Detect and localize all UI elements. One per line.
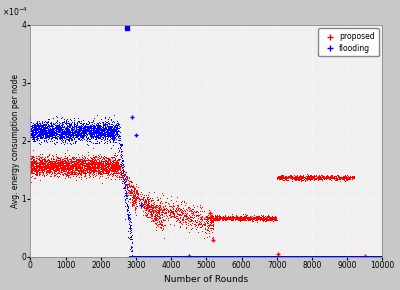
Y-axis label: Avg. energy consumption per node: Avg. energy consumption per node: [11, 74, 20, 208]
X-axis label: Number of Rounds: Number of Rounds: [164, 276, 248, 284]
Text: $\times10^{-4}$: $\times10^{-4}$: [2, 5, 28, 18]
Legend: proposed, flooding: proposed, flooding: [318, 28, 378, 56]
